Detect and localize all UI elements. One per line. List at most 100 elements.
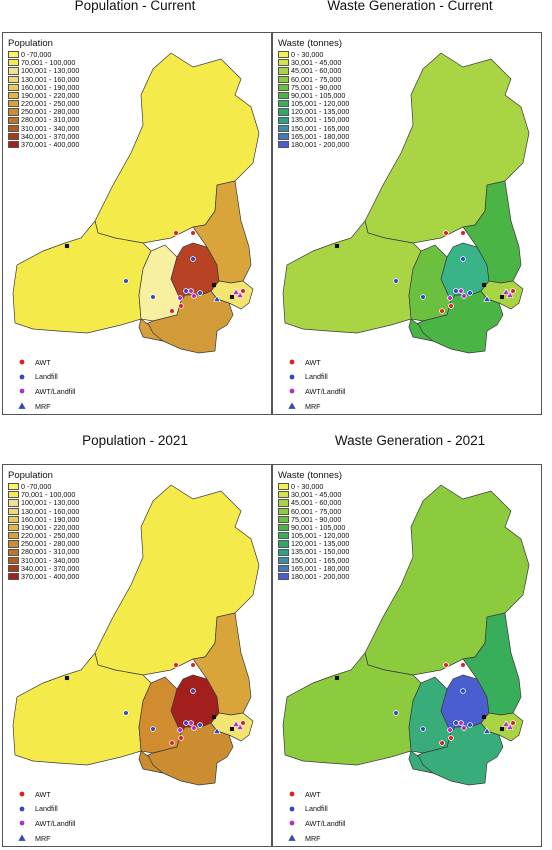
legend-swatch (278, 132, 289, 141)
facility-marker-mrf (213, 727, 221, 734)
facility-marker-awt (439, 740, 445, 746)
legend-title: Waste (tonnes) (278, 470, 343, 481)
legend-entry: 310,001 - 340,000 (8, 556, 79, 564)
facility-marker-mrf (483, 295, 491, 302)
legend-entry: 120,001 - 135,000 (278, 540, 349, 548)
facility-legend-label: AWT (305, 789, 321, 799)
legend-symbol (289, 821, 295, 826)
legend-label: 160,001 - 190,000 (21, 514, 80, 524)
legend-entry: 70,001 - 100,000 (8, 59, 79, 67)
facility-marker-awt (460, 230, 466, 236)
panel-title-pop-current: Population - Current (74, 0, 196, 13)
facility-marker-ts (481, 714, 487, 720)
legend-label: 340,001 - 370,000 (21, 563, 80, 573)
legend-swatch (8, 532, 19, 540)
legend-swatch (278, 540, 289, 548)
legend-swatch (278, 573, 289, 581)
legend-label: 220,001 - 250,000 (21, 531, 80, 541)
facility-marker-ts (499, 294, 505, 300)
legend-swatch (8, 548, 19, 556)
legend-swatch (8, 75, 19, 83)
legend-symbol (288, 402, 296, 409)
facility-marker-landfill (190, 688, 196, 694)
facility-legend-label: Landfill (35, 804, 58, 814)
facility-legend-entry: AWT/Landfill (17, 816, 86, 831)
facility-marker-landfill (393, 710, 399, 716)
map-panel-pop-current: Population 0 -70,000 70,001 - 100,000 100,0… (2, 32, 272, 415)
region-map (282, 484, 530, 786)
legend-label: 250,001 - 280,000 (21, 539, 80, 549)
legend-symbol (288, 834, 296, 841)
legend-swatch (8, 540, 19, 548)
facility-legend-entry: AWT/MRF (17, 845, 86, 846)
facility-legend-entry: AWT/Landfill (287, 816, 356, 831)
legend-label: 90,001 - 105,000 (291, 522, 346, 532)
facility-marker-awt (443, 662, 449, 668)
legend-entry: 310,001 - 340,000 (8, 124, 79, 132)
legend-symbol (289, 374, 295, 380)
region-map (12, 484, 260, 786)
legend-entry: 130,001 - 160,000 (8, 507, 79, 515)
legend-swatch (8, 59, 19, 67)
panel-title-waste-current: Waste Generation - Current (327, 0, 493, 13)
facility-marker-landfill (467, 290, 473, 296)
legend-swatch (278, 59, 289, 67)
legend-entry: 340,001 - 370,000 (8, 564, 79, 572)
legend-entry: 180,001 - 200,000 (278, 141, 349, 149)
facility-marker-ts (334, 243, 340, 249)
legend-entry: 130,001 - 160,000 (8, 75, 79, 83)
legend-swatch (8, 499, 19, 507)
facility-legend: AWTLandfillAWT/LandfillMRFAWT/MRFTransfe… (17, 355, 86, 414)
facility-marker-awt (178, 303, 184, 309)
legend-entry: 220,001 - 250,000 (8, 532, 79, 540)
facility-legend-entry: Landfill (17, 802, 86, 817)
circle-icon (17, 804, 27, 814)
facility-legend-entry: AWT/Landfill (17, 384, 86, 399)
legend-entry: 30,001 - 45,000 (278, 59, 349, 67)
legend-label: 120,001 - 135,000 (291, 107, 350, 117)
legend-label: 250,001 - 280,000 (21, 107, 80, 117)
legend-label: 130,001 - 160,000 (21, 506, 80, 516)
facility-marker-landfill (453, 288, 459, 294)
legend-entry: 90,001 - 105,000 (278, 523, 349, 531)
facility-marker-landfill (190, 256, 196, 262)
facility-marker-landfill (197, 290, 203, 296)
legend-symbol (19, 359, 25, 365)
legend-entry: 160,001 - 190,000 (8, 83, 79, 91)
panel-title-waste-2021: Waste Generation - 2021 (334, 433, 486, 448)
facility-marker-landfill (123, 278, 129, 284)
legend-swatch (278, 548, 289, 556)
legend-label: 150,001 - 165,000 (291, 123, 350, 133)
facility-marker-awt (448, 735, 454, 741)
facility-marker-awt (173, 230, 179, 236)
facility-legend: AWTLandfillAWT/LandfillMRFAWT/MRFTransfe… (17, 787, 86, 846)
facility-legend-label: AWT/Landfill (35, 818, 76, 828)
facility-marker-awt (240, 288, 246, 294)
legend-swatch (278, 491, 289, 499)
legend-swatch (278, 523, 289, 532)
facility-marker-ts (334, 675, 340, 681)
circle-icon (287, 357, 297, 367)
legend-swatch (8, 124, 19, 132)
facility-legend-entry: AWT/MRF (17, 413, 86, 414)
legend-swatch (278, 141, 289, 149)
legend-swatch (8, 91, 19, 100)
choropleth-legend: Waste (tonnes) 0 - 30,000 30,001 - 45,000 4… (278, 471, 349, 581)
facility-legend-entry: MRF (17, 831, 86, 846)
legend-entry: 0 - 30,000 (278, 51, 349, 59)
facility-marker-mrf (483, 727, 491, 734)
legend-label: 105,001 - 120,000 (291, 99, 350, 109)
facility-marker-awt (178, 735, 184, 741)
facility-marker-awtl (191, 293, 197, 299)
facility-marker-awtl (188, 288, 194, 294)
legend-swatch (8, 100, 19, 108)
legend-swatch (278, 100, 289, 108)
legend-swatch (8, 67, 19, 75)
facility-legend-label: MRF (305, 401, 321, 411)
district-sw (408, 750, 434, 774)
facility-legend-entry: AWT (17, 787, 86, 802)
facility-legend-entry: Landfill (17, 370, 86, 385)
legend-title: Population (8, 38, 53, 49)
legend-entry: 60,001 - 75,000 (278, 507, 349, 515)
legend-swatch (278, 564, 289, 573)
